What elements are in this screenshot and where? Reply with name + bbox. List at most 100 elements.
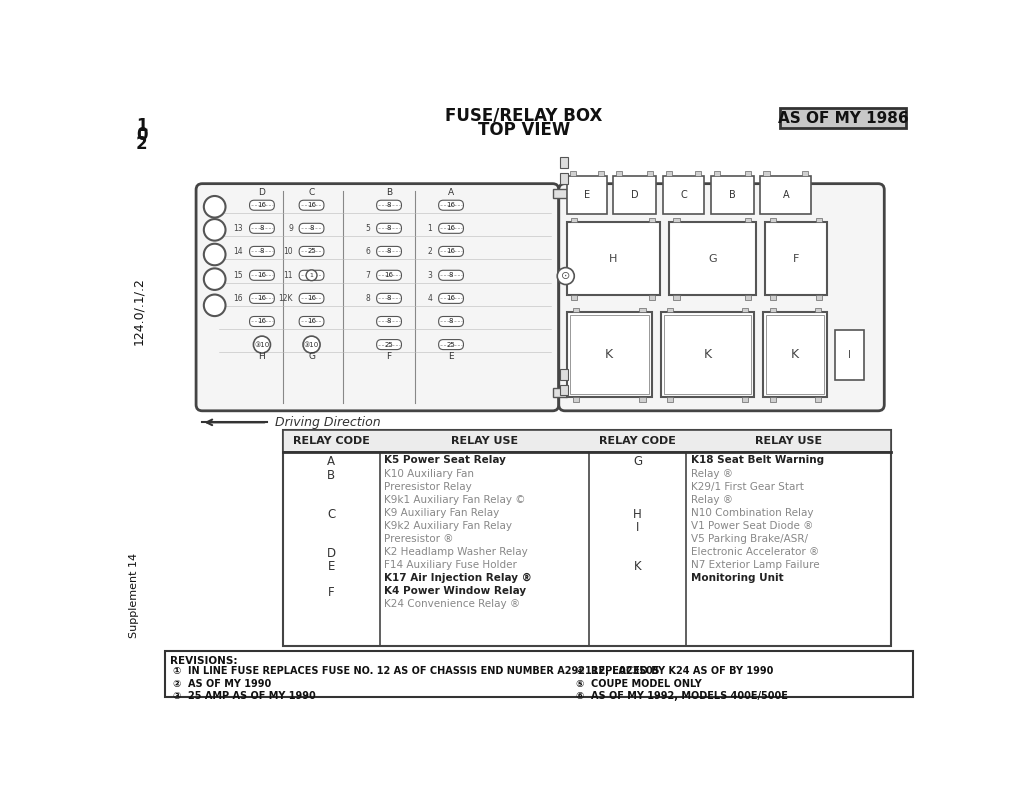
FancyBboxPatch shape xyxy=(250,201,274,210)
Bar xyxy=(802,171,808,176)
Bar xyxy=(781,108,906,128)
Text: N10 Combination Relay: N10 Combination Relay xyxy=(691,508,813,518)
FancyBboxPatch shape xyxy=(376,340,401,350)
Text: 8: 8 xyxy=(387,319,392,324)
Text: 16: 16 xyxy=(258,272,266,278)
Text: RELAY CODE: RELAY CODE xyxy=(293,435,369,446)
Text: V5 Parking Brake/ASR/: V5 Parking Brake/ASR/ xyxy=(691,534,807,544)
Bar xyxy=(667,397,673,402)
Text: TOP VIEW: TOP VIEW xyxy=(478,121,570,139)
Bar xyxy=(561,157,568,169)
Text: ④  REPLACED BY K24 AS OF BY 1990: ④ REPLACED BY K24 AS OF BY 1990 xyxy=(576,666,773,677)
Circle shape xyxy=(204,268,225,290)
FancyBboxPatch shape xyxy=(376,246,401,256)
FancyBboxPatch shape xyxy=(376,316,401,327)
FancyBboxPatch shape xyxy=(376,293,401,304)
Text: 8: 8 xyxy=(309,225,314,232)
Text: RELAY USE: RELAY USE xyxy=(755,435,822,446)
Text: 12K: 12K xyxy=(278,294,293,303)
Text: 14: 14 xyxy=(233,247,242,256)
Bar xyxy=(666,171,672,176)
Bar xyxy=(745,171,751,176)
Text: 5: 5 xyxy=(365,224,370,233)
Text: Preresistor ®: Preresistor ® xyxy=(385,534,454,544)
Bar xyxy=(673,296,679,300)
Text: K18 Seat Belt Warning: K18 Seat Belt Warning xyxy=(691,455,824,466)
Text: B: B xyxy=(386,189,392,197)
Bar xyxy=(669,222,756,296)
Text: 16: 16 xyxy=(385,272,394,278)
Text: 11: 11 xyxy=(283,271,293,280)
Text: REVISIONS:: REVISIONS: xyxy=(170,656,237,666)
Bar xyxy=(561,369,568,380)
Bar xyxy=(835,330,864,380)
FancyBboxPatch shape xyxy=(299,201,324,210)
Text: K: K xyxy=(704,348,712,361)
Text: 8: 8 xyxy=(449,272,453,278)
Text: 9: 9 xyxy=(288,224,293,233)
Text: Electronic Accelerator ®: Electronic Accelerator ® xyxy=(691,547,818,557)
Text: ⑥  AS OF MY 1992, MODELS 400E/500E: ⑥ AS OF MY 1992, MODELS 400E/500E xyxy=(576,691,788,701)
Text: C: C xyxy=(308,189,315,197)
Bar xyxy=(597,171,604,176)
Text: F: F xyxy=(328,586,335,599)
Text: K: K xyxy=(605,348,613,361)
Bar xyxy=(571,296,577,300)
Text: 16: 16 xyxy=(307,202,316,209)
Text: 8: 8 xyxy=(260,225,264,232)
Text: 16: 16 xyxy=(258,319,266,324)
Bar xyxy=(760,176,811,214)
FancyBboxPatch shape xyxy=(299,316,324,327)
Bar xyxy=(567,312,652,397)
Text: 15: 15 xyxy=(233,271,242,280)
Bar xyxy=(561,384,568,396)
Text: H: H xyxy=(633,508,641,521)
Text: K17 Air Injection Relay ®: K17 Air Injection Relay ® xyxy=(385,573,532,583)
Bar xyxy=(661,312,754,397)
Text: Relay ®: Relay ® xyxy=(691,468,732,479)
Text: 8: 8 xyxy=(387,248,392,254)
Text: G: G xyxy=(708,254,716,264)
Text: D: D xyxy=(631,190,638,201)
Bar xyxy=(283,430,891,451)
Bar xyxy=(639,397,646,402)
Text: K: K xyxy=(791,348,799,361)
Bar xyxy=(814,308,820,312)
Bar xyxy=(769,397,775,402)
FancyBboxPatch shape xyxy=(559,184,884,411)
Text: Monitoring Unit: Monitoring Unit xyxy=(691,573,784,583)
Bar xyxy=(711,176,754,214)
Text: K9k2 Auxiliary Fan Relay: K9k2 Auxiliary Fan Relay xyxy=(385,521,513,531)
Text: ③10: ③10 xyxy=(255,342,270,348)
Bar xyxy=(649,296,655,300)
Circle shape xyxy=(204,295,225,316)
Circle shape xyxy=(204,196,225,217)
Text: 8: 8 xyxy=(387,225,392,232)
Text: F14 Auxiliary Fuse Holder: F14 Auxiliary Fuse Holder xyxy=(385,560,518,570)
Bar xyxy=(769,296,775,300)
Circle shape xyxy=(306,270,317,280)
Text: F: F xyxy=(793,254,799,264)
Text: 16: 16 xyxy=(447,225,455,232)
Bar xyxy=(763,312,827,397)
Bar xyxy=(714,171,720,176)
Circle shape xyxy=(303,336,320,353)
Text: AS OF MY 1986: AS OF MY 1986 xyxy=(777,111,908,125)
Text: H: H xyxy=(609,254,617,264)
Text: K4 Power Window Relay: K4 Power Window Relay xyxy=(385,586,527,596)
FancyBboxPatch shape xyxy=(439,316,463,327)
Text: 8: 8 xyxy=(387,296,392,301)
FancyBboxPatch shape xyxy=(196,184,559,411)
Bar xyxy=(696,171,702,176)
Text: 16: 16 xyxy=(307,296,316,301)
Bar xyxy=(570,316,649,394)
FancyBboxPatch shape xyxy=(299,293,324,304)
Text: Driving Direction: Driving Direction xyxy=(275,415,381,429)
Text: Supplement 14: Supplement 14 xyxy=(129,553,139,638)
FancyBboxPatch shape xyxy=(439,270,463,280)
Bar xyxy=(613,176,657,214)
Text: 16: 16 xyxy=(447,296,455,301)
Bar xyxy=(573,308,579,312)
Text: N7 Exterior Lamp Failure: N7 Exterior Lamp Failure xyxy=(691,560,819,570)
Text: 8: 8 xyxy=(387,202,392,209)
